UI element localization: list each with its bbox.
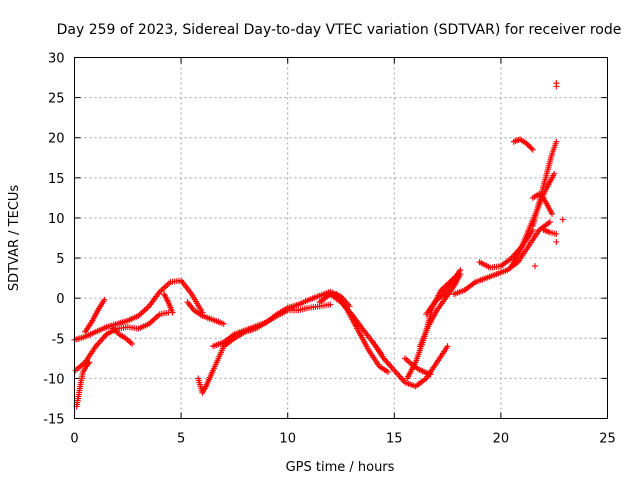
y-tick-label: 0 bbox=[56, 292, 64, 307]
data-point bbox=[529, 146, 536, 153]
data-point bbox=[457, 267, 464, 274]
data-point bbox=[85, 360, 92, 367]
y-axis-label: SDTVAR / TECUs bbox=[7, 185, 22, 292]
y-tick-label: -5 bbox=[52, 332, 65, 347]
data-point bbox=[327, 301, 334, 308]
data-point bbox=[437, 293, 444, 300]
data-point bbox=[169, 309, 176, 316]
data-point bbox=[524, 141, 531, 148]
y-tick-label: 25 bbox=[48, 92, 65, 107]
x-tick-label: 25 bbox=[599, 432, 616, 447]
data-point bbox=[438, 287, 445, 294]
plot-frame bbox=[74, 57, 608, 419]
data-points bbox=[71, 80, 566, 410]
data-point bbox=[553, 138, 560, 145]
data-point bbox=[431, 299, 438, 306]
chart-title: Day 259 of 2023, Sidereal Day-to-day VTE… bbox=[57, 22, 622, 38]
data-point bbox=[433, 297, 440, 304]
data-point bbox=[528, 145, 535, 152]
data-point bbox=[526, 142, 533, 149]
data-point bbox=[527, 144, 534, 151]
data-point bbox=[427, 371, 434, 378]
x-tick-label: 20 bbox=[493, 432, 510, 447]
y-tick-label: 20 bbox=[48, 132, 65, 147]
y-tick-label: -10 bbox=[43, 372, 64, 387]
y-tick-label: 10 bbox=[48, 212, 65, 227]
data-point bbox=[523, 140, 530, 147]
x-axis-label: GPS time / hours bbox=[286, 460, 395, 475]
y-tick-label: -15 bbox=[43, 413, 64, 428]
x-tick-label: 15 bbox=[386, 432, 403, 447]
data-point bbox=[86, 359, 93, 366]
data-point bbox=[444, 343, 451, 350]
y-tick-label: 30 bbox=[48, 52, 65, 67]
data-point bbox=[532, 263, 539, 270]
data-point bbox=[546, 218, 553, 225]
data-point bbox=[436, 295, 443, 302]
x-tick-label: 5 bbox=[177, 432, 185, 447]
data-point bbox=[101, 296, 108, 303]
x-tick-label: 0 bbox=[70, 432, 78, 447]
data-point bbox=[434, 296, 441, 303]
data-point bbox=[559, 216, 566, 223]
data-point bbox=[384, 368, 391, 375]
data-point bbox=[129, 340, 136, 347]
data-point bbox=[551, 170, 558, 177]
data-point bbox=[549, 210, 556, 217]
y-tick-label: 15 bbox=[48, 172, 65, 187]
data-point bbox=[540, 194, 547, 201]
y-tick-label: 5 bbox=[56, 252, 64, 267]
x-tick-label: 10 bbox=[279, 432, 296, 447]
data-point bbox=[553, 83, 560, 90]
data-point bbox=[220, 320, 227, 327]
data-point bbox=[438, 292, 445, 299]
data-point bbox=[553, 239, 560, 246]
data-point bbox=[553, 230, 560, 237]
